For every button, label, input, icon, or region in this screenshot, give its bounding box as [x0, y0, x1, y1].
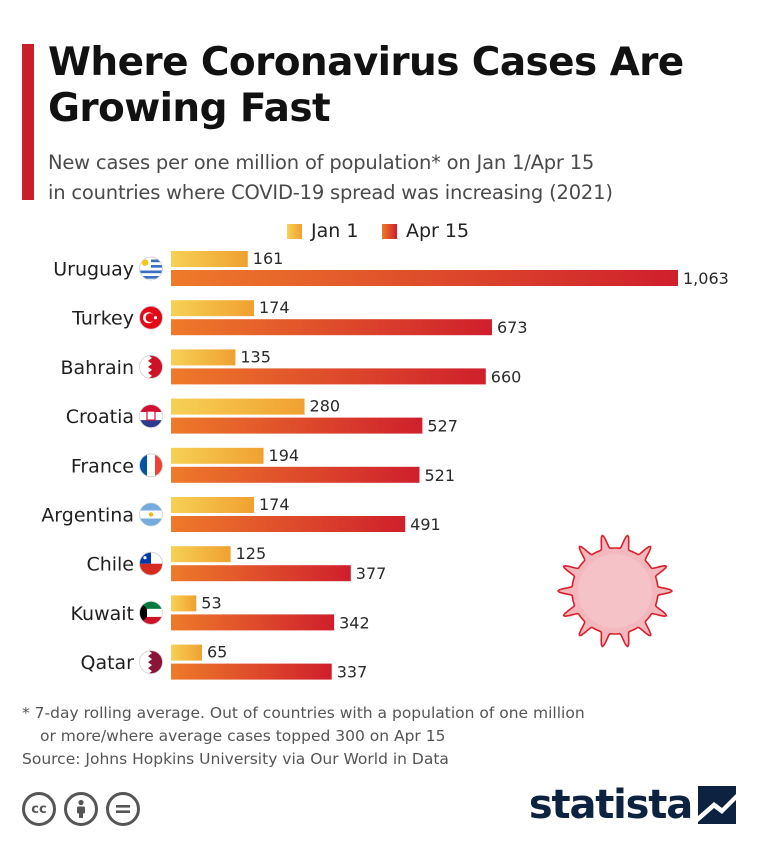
data-label-jan1: 65: [207, 643, 227, 662]
bar-apr15: [171, 663, 332, 680]
footnote-line-2: or more/where average cases topped 300 o…: [40, 727, 446, 745]
subtitle-line-1: New cases per one million of population*…: [48, 151, 595, 174]
bar-jan1: [171, 595, 197, 612]
bar-jan1: [171, 644, 203, 661]
attribution-icon[interactable]: [64, 792, 98, 826]
footnote: * 7-day rolling average. Out of countrie…: [22, 702, 742, 771]
bar-apr15: [171, 368, 486, 385]
country-label: Kuwait: [71, 603, 134, 625]
bar-jan1: [171, 300, 254, 317]
bar-apr15: [171, 466, 420, 483]
chile-flag-icon: [139, 551, 163, 576]
legend-label-apr15: Apr 15: [406, 220, 470, 242]
turkey-flag-icon: [139, 305, 163, 330]
argentina-flag-icon: [139, 502, 163, 527]
croatia-flag-icon: [139, 404, 163, 429]
bar-apr15: [171, 614, 335, 631]
bar-apr15: [171, 516, 406, 532]
data-label-jan1: 125: [236, 544, 267, 563]
accent-bar: [22, 44, 34, 200]
bar-jan1: [171, 447, 264, 464]
footnote-line-1: * 7-day rolling average. Out of countrie…: [22, 704, 585, 722]
bar-apr15: [171, 270, 678, 286]
bar-jan1: [171, 398, 305, 415]
bar-jan1: [171, 497, 254, 513]
bar-apr15: [171, 319, 492, 336]
country-label: Bahrain: [61, 357, 135, 379]
data-label-jan1: 135: [240, 347, 271, 366]
data-label-jan1: 174: [259, 298, 290, 317]
statista-logo[interactable]: statista: [529, 782, 736, 828]
data-label-apr15: 377: [356, 564, 387, 583]
france-flag-icon: [139, 453, 163, 478]
subtitle-line-2: in countries where COVID-19 spread was i…: [48, 181, 613, 204]
bar-apr15: [171, 417, 423, 434]
bar-jan1: [171, 251, 248, 267]
bahrain-flag-icon: [139, 354, 163, 379]
legend-swatch-apr15: [382, 223, 397, 239]
data-label-jan1: 194: [269, 446, 300, 465]
bar-apr15: [171, 565, 351, 582]
data-label-apr15: 527: [427, 417, 458, 436]
no-derivatives-icon[interactable]: [106, 792, 140, 826]
qatar-flag-icon: [139, 650, 163, 674]
country-label: Chile: [86, 554, 134, 576]
country-label: Croatia: [66, 406, 134, 428]
uruguay-flag-icon: [139, 256, 163, 281]
country-label: France: [71, 455, 134, 477]
data-label-jan1: 174: [259, 495, 290, 514]
data-label-jan1: 161: [253, 249, 284, 268]
chart-title: Where Coronavirus Cases Are Growing Fast: [48, 40, 684, 131]
statista-mark-icon: [698, 786, 736, 824]
data-label-apr15: 337: [337, 663, 368, 682]
bar-jan1: [171, 546, 231, 563]
kuwait-flag-icon: [139, 601, 163, 625]
license-icons: cc: [22, 792, 140, 826]
legend: Jan 1 Apr 15: [0, 218, 758, 244]
country-label: Turkey: [71, 308, 134, 330]
data-label-jan1: 280: [310, 397, 341, 416]
data-label-apr15: 673: [497, 318, 528, 337]
source-note: Source: Johns Hopkins University via Our…: [22, 750, 449, 768]
virus-icon: [557, 534, 673, 648]
data-label-jan1: 53: [201, 593, 221, 612]
data-label-apr15: 521: [424, 466, 455, 485]
creative-commons-icon[interactable]: cc: [22, 792, 56, 826]
data-label-apr15: 342: [339, 613, 370, 632]
data-label-apr15: 1,063: [683, 269, 729, 288]
data-label-apr15: 491: [410, 515, 441, 534]
data-label-apr15: 660: [491, 367, 522, 386]
chart-subtitle: New cases per one million of population*…: [48, 148, 748, 208]
brand-name: statista: [528, 782, 693, 828]
country-label: Argentina: [41, 505, 134, 527]
legend-item-jan1: Jan 1: [287, 218, 358, 244]
legend-swatch-jan1: [287, 223, 302, 239]
country-label: Uruguay: [53, 259, 134, 281]
country-label: Qatar: [80, 652, 134, 674]
legend-item-apr15: Apr 15: [382, 218, 469, 244]
bar-jan1: [171, 349, 236, 366]
legend-label-jan1: Jan 1: [311, 220, 359, 242]
